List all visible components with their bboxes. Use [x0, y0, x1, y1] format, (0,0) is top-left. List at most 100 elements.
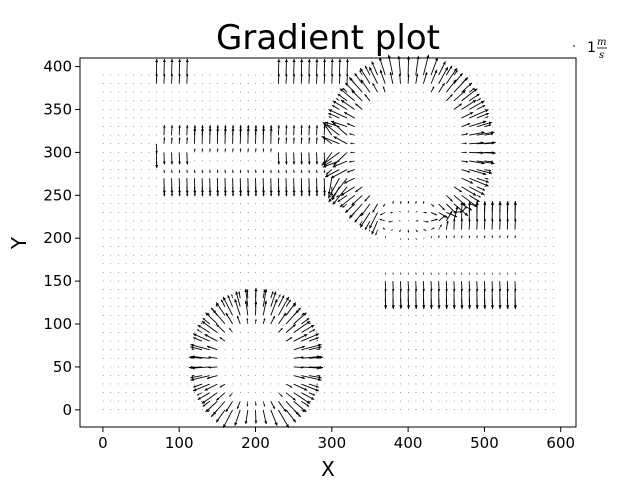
quiver-arrow — [484, 160, 494, 163]
quiver-arrow — [469, 131, 485, 136]
quiver-arrow — [209, 169, 211, 173]
quiver-arrow — [162, 178, 166, 194]
quiver-arrow — [206, 375, 218, 380]
quiver-arrow — [468, 82, 471, 85]
quiver-arrow — [345, 82, 356, 93]
quiver-arrow — [163, 137, 166, 144]
quiver-arrow — [368, 212, 379, 229]
quiver-arrow — [216, 169, 219, 173]
quiver-arrow — [390, 229, 393, 231]
quiver-arrow — [301, 375, 322, 381]
quiver-arrow — [468, 281, 471, 292]
quiver-arrow — [349, 160, 355, 163]
quiver-arrow — [307, 178, 311, 194]
quiver-arrow — [278, 294, 281, 299]
quiver-arrow — [389, 72, 394, 84]
chart-title: Gradient plot — [216, 18, 440, 58]
quiver-arrow — [346, 123, 355, 128]
quiver-arrow — [340, 99, 355, 110]
quiver-arrow — [461, 194, 478, 208]
quiver-arrow — [323, 58, 327, 76]
quiver-arrow — [293, 304, 297, 308]
quiver-arrow — [201, 169, 204, 173]
quiver-arrow — [461, 111, 474, 119]
quiver-arrow — [315, 58, 319, 76]
quiver-arrow — [292, 58, 296, 76]
quiver-arrow — [277, 152, 281, 165]
quiver-arrow — [390, 211, 393, 214]
quiver-arrow — [234, 409, 241, 426]
quiver-arrow — [308, 137, 311, 144]
quiver-arrow — [475, 281, 479, 292]
quiver-arrow — [238, 291, 241, 299]
quiver-arrow — [330, 120, 348, 128]
quiver-arrow — [368, 66, 379, 84]
quiver-arrow — [330, 169, 348, 179]
x-axis-label: X — [321, 457, 335, 480]
quiver-arrow — [239, 148, 242, 153]
y-tick-label: 50 — [53, 358, 72, 376]
quiver-arrow — [468, 100, 485, 110]
quiver-arrow — [469, 160, 485, 165]
quiver-arrow — [399, 211, 401, 213]
quiver-arrow — [324, 169, 340, 178]
quiver-arrow — [340, 186, 355, 196]
quiver-arrow — [491, 201, 494, 204]
quiver-arrow — [155, 58, 159, 76]
quiver-arrows — [102, 54, 554, 429]
quiver-arrow — [392, 201, 394, 204]
quiver-arrow — [205, 312, 218, 325]
quiver-arrow — [202, 317, 211, 325]
quiver-arrow — [193, 169, 196, 173]
quiver-arrow — [453, 210, 463, 213]
quiver-arrow — [247, 148, 250, 153]
quiver-arrow — [321, 152, 340, 166]
quiver-arrow — [359, 212, 371, 228]
quiver-arrow — [391, 289, 395, 309]
quiver-arrow — [476, 169, 493, 175]
quiver-arrow — [200, 322, 203, 325]
x-tick-label: 200 — [241, 434, 270, 452]
quiver-arrow — [308, 375, 322, 379]
quiver-arrow — [277, 58, 281, 76]
quiver-arrow — [262, 169, 265, 173]
quiver-arrow — [468, 201, 471, 213]
quiver-arrow — [170, 58, 174, 76]
quiver-arrow — [301, 383, 320, 392]
y-tick-label: 300 — [43, 143, 72, 161]
quiver-arrow — [345, 58, 350, 76]
quiver-arrow — [316, 357, 322, 359]
quiver-arrow — [349, 133, 355, 136]
y-tick-label: 400 — [43, 58, 72, 76]
quiver-arrow — [200, 400, 203, 403]
quiver-arrow — [415, 238, 417, 240]
quiver-arrow — [423, 211, 427, 214]
quiver-arrow — [430, 86, 435, 93]
quiver-arrow — [460, 235, 463, 239]
quiver-arrow — [308, 329, 316, 334]
quiver-arrow — [292, 152, 296, 165]
quiver-arrow — [328, 109, 348, 119]
quiver-arrow — [453, 186, 463, 193]
quiver-arrow — [285, 409, 297, 423]
quiver-arrow — [270, 298, 278, 316]
quiver-arrow — [204, 383, 218, 391]
quiver-arrow — [461, 160, 469, 163]
quiver-arrow — [300, 178, 304, 194]
x-tick-label: 600 — [546, 434, 575, 452]
quiver-arrow — [407, 229, 410, 233]
quiver-arrow — [490, 289, 495, 309]
y-tick-label: 250 — [43, 186, 72, 204]
quiver-arrow — [350, 151, 355, 154]
quiver-arrow — [337, 194, 348, 203]
quiver-arrow — [185, 178, 189, 194]
quiver-arrow — [225, 312, 234, 325]
quiver-arrow — [193, 337, 203, 342]
quiver-arrow — [300, 137, 303, 144]
quiver-arrow — [461, 142, 467, 145]
quiver-arrow — [476, 98, 482, 102]
quiver-arrow — [231, 169, 234, 173]
quiver-arrow — [301, 312, 305, 316]
quiver-arrow — [422, 72, 428, 84]
